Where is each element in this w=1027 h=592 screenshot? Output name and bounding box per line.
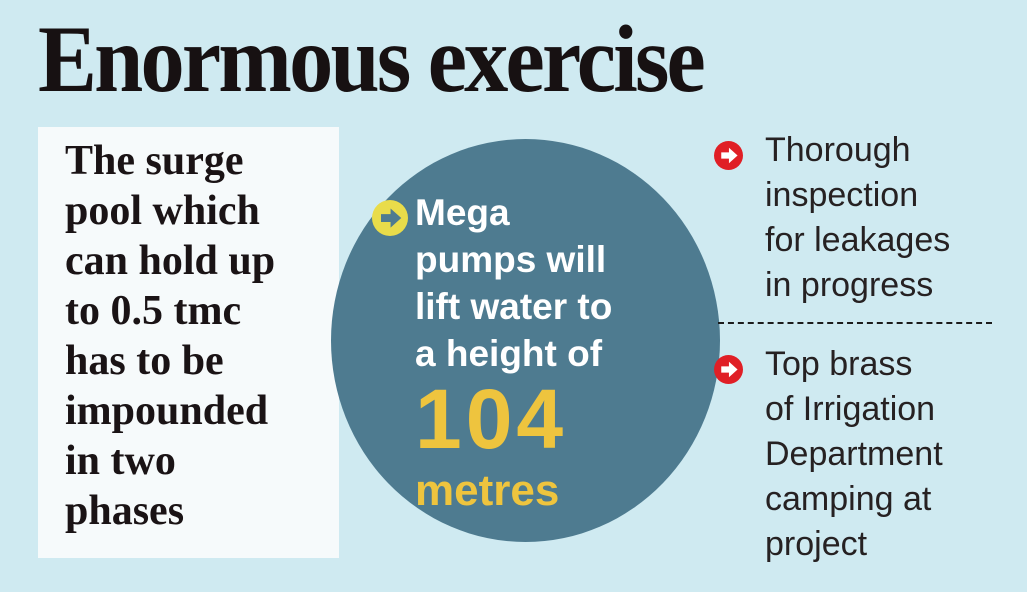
arrow-right-circle-icon [714, 355, 743, 384]
list-item-text: Thorough inspection for leakages in prog… [765, 131, 951, 304]
dashed-divider [718, 322, 992, 324]
arrow-right-circle-icon [714, 141, 743, 170]
pump-height-circle: Mega pumps will lift water to a height o… [331, 139, 720, 542]
headline: Enormous exercise [38, 6, 706, 112]
height-value: 104 [415, 372, 568, 466]
height-unit: metres [415, 466, 560, 515]
list-item-text: Top brass of Irrigation Department campi… [765, 345, 943, 563]
list-item-inspection: Thorough inspection for leakages in prog… [714, 128, 950, 308]
arrow-right-circle-icon [372, 200, 408, 236]
surge-pool-text: The surge pool which can hold up to 0.5 … [65, 138, 276, 534]
list-item-top-brass: Top brass of Irrigation Department campi… [714, 342, 943, 567]
surge-pool-panel: The surge pool which can hold up to 0.5 … [38, 127, 339, 558]
pump-text: Mega pumps will lift water to a height o… [415, 192, 613, 374]
